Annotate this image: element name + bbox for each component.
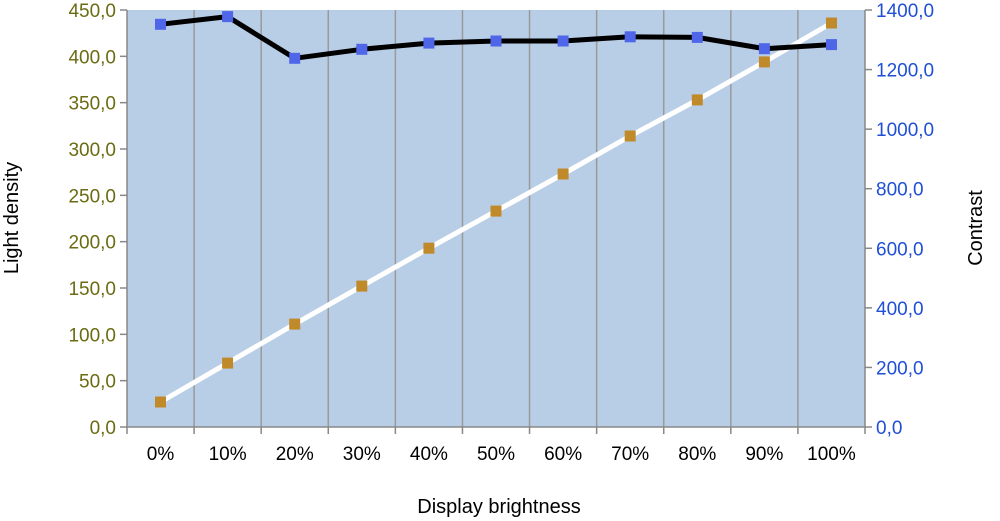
series-1-marker [155, 396, 166, 408]
right-tick-label: 600,0 [876, 239, 924, 260]
series-1-marker [289, 318, 301, 330]
series-2-marker [691, 31, 703, 43]
series-2-marker [557, 35, 569, 47]
left-tick-label: 100,0 [68, 325, 116, 346]
right-tick-label: 0,0 [876, 418, 902, 439]
right-tick-label: 800,0 [876, 180, 924, 201]
left-tick-label: 50,0 [79, 372, 116, 393]
x-tick-label: 70% [611, 444, 649, 465]
series-2-marker [289, 52, 301, 64]
x-tick-label: 60% [544, 444, 582, 465]
series-1-marker [826, 17, 837, 29]
x-tick-label: 0% [147, 444, 175, 465]
left-tick-label: 350,0 [68, 94, 116, 115]
series-2-marker [155, 18, 166, 30]
series-1-marker [758, 56, 770, 68]
series-2-marker [423, 37, 435, 49]
left-tick-label: 250,0 [68, 186, 116, 207]
series-1-marker [624, 130, 636, 142]
left-tick-label: 300,0 [68, 140, 116, 161]
left-tick-label: 0,0 [90, 418, 116, 439]
left-axis-title: Light density [1, 162, 23, 274]
right-tick-label: 400,0 [876, 299, 924, 320]
series-1-marker [557, 168, 569, 180]
right-axis-title: Contrast [965, 190, 987, 266]
left-tick-label: 200,0 [68, 233, 116, 254]
x-tick-label: 80% [678, 444, 716, 465]
series-2-marker [624, 31, 636, 43]
series-2-marker [826, 39, 837, 51]
x-tick-label: 20% [276, 444, 314, 465]
x-tick-label: 50% [477, 444, 515, 465]
x-tick-label: 40% [410, 444, 448, 465]
x-axis-title: Display brightness [417, 496, 580, 518]
right-tick-label: 1000,0 [876, 120, 934, 141]
x-tick-label: 100% [807, 444, 856, 465]
series-2-marker [356, 43, 368, 55]
x-tick-label: 90% [745, 444, 783, 465]
series-1-marker [490, 205, 502, 217]
left-tick-label: 150,0 [68, 279, 116, 300]
right-tick-label: 1400,0 [876, 1, 934, 22]
left-tick-label: 450,0 [68, 1, 116, 22]
series-2-marker [222, 11, 234, 23]
series-2-marker [490, 35, 502, 47]
series-1-marker [222, 357, 234, 369]
right-tick-label: 200,0 [876, 358, 924, 379]
series-1-marker [356, 280, 368, 292]
left-tick-label: 400,0 [68, 47, 116, 68]
series-2-marker [758, 43, 770, 55]
x-tick-label: 10% [209, 444, 247, 465]
x-tick-label: 30% [343, 444, 381, 465]
right-tick-label: 1200,0 [876, 61, 934, 82]
series-1-marker [691, 94, 703, 106]
plot-background [127, 10, 865, 427]
series-1-marker [423, 242, 435, 254]
